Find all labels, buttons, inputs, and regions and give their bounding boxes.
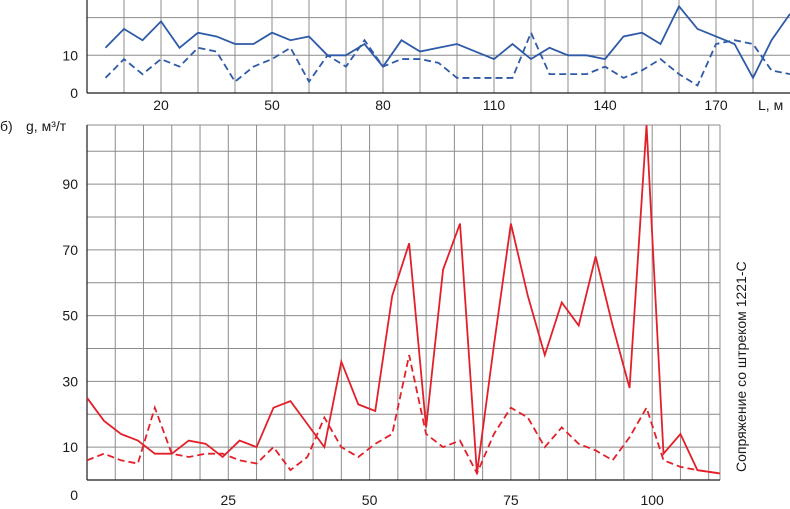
top-x-tick-label: 20 xyxy=(153,97,169,113)
bottom-y-tick-label: 90 xyxy=(62,176,78,192)
bottom-y-tick-label: 50 xyxy=(62,308,78,324)
top-series-solid-line xyxy=(104,4,790,80)
bottom-y-axis-label: g, м³/т xyxy=(26,118,67,134)
top-grid xyxy=(86,0,790,94)
top-x-axis-label: L, м xyxy=(758,97,783,113)
top-tick-labels: 20 50 80 110 140 170 0 10 xyxy=(62,47,727,113)
bottom-y-tick-label: 70 xyxy=(62,242,78,258)
top-y-tick-label: 10 xyxy=(62,47,78,63)
right-annotation: Сопряжение со штреком 1221-С xyxy=(733,261,749,472)
bottom-x-tick-label: 25 xyxy=(221,492,237,508)
bottom-series xyxy=(86,124,721,476)
panel-label: б) xyxy=(0,118,13,134)
top-series xyxy=(104,4,790,87)
bottom-chart-panel: 25 50 75 100 0 10 30 50 70 90 б) g, м³/т Сопряжен… xyxy=(0,118,749,508)
bottom-series-dashed-line xyxy=(86,354,721,476)
bottom-x-tick-label: 50 xyxy=(362,492,378,508)
bottom-grid xyxy=(86,124,721,481)
bottom-y-tick-label: 0 xyxy=(70,487,78,503)
top-y-tick-label: 0 xyxy=(70,85,78,101)
top-x-tick-label: 170 xyxy=(704,97,728,113)
bottom-x-tick-label: 75 xyxy=(503,492,519,508)
top-x-tick-label: 140 xyxy=(593,97,617,113)
top-series-dashed-line xyxy=(104,30,790,87)
bottom-x-tick-label: 100 xyxy=(640,492,664,508)
bottom-series-solid-line xyxy=(86,124,721,475)
top-chart-panel: 20 50 80 110 140 170 0 10 L, м xyxy=(62,0,790,113)
top-x-tick-label: 50 xyxy=(264,97,280,113)
bottom-y-tick-label: 30 xyxy=(62,373,78,389)
bottom-y-tick-label: 10 xyxy=(62,439,78,455)
bottom-tick-labels: 25 50 75 100 0 10 30 50 70 90 xyxy=(62,176,664,508)
top-x-tick-label: 110 xyxy=(483,97,506,113)
top-x-tick-label: 80 xyxy=(375,97,391,113)
